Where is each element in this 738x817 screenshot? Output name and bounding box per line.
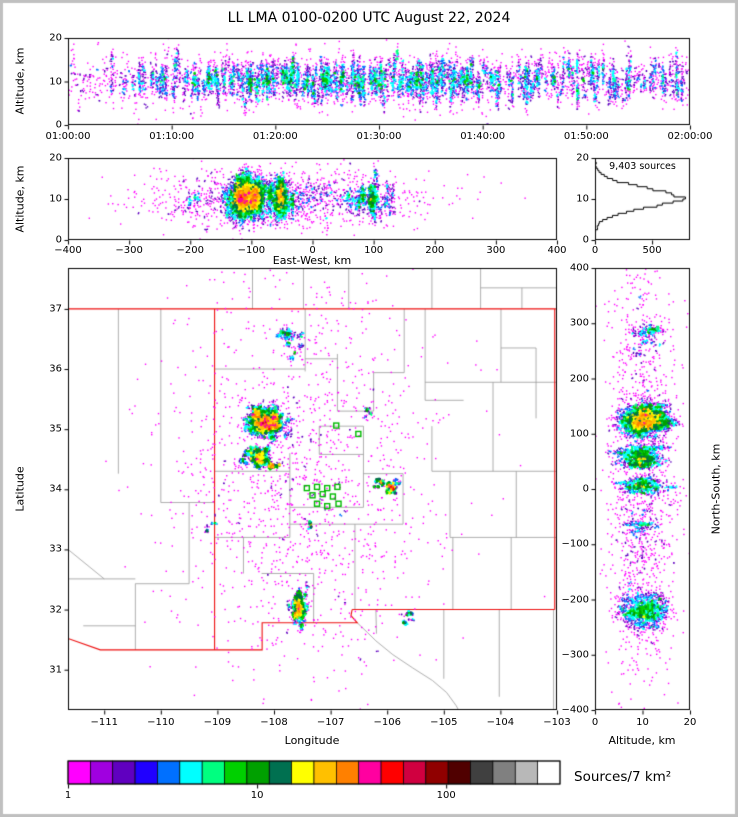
lma-figure: LL LMA 0100-0200 UTC August 22, 2024 Alt… (0, 0, 738, 817)
plot-canvas (0, 0, 738, 817)
